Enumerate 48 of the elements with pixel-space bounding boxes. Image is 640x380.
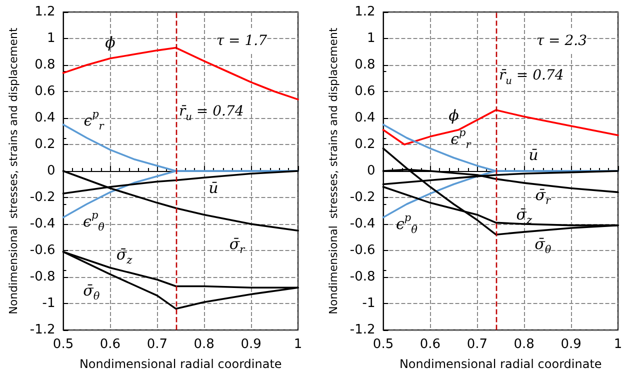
x-tick-label: 0.7 — [466, 337, 488, 352]
y-tick-label: 0.6 — [354, 84, 376, 99]
x-tick-label: 0.8 — [514, 337, 534, 352]
y-tick-label: 1.2 — [354, 4, 376, 20]
y-tick-label: 1 — [366, 31, 376, 46]
x-tick-label: 0.7 — [146, 337, 168, 352]
y-tick-label: 0 — [366, 164, 376, 178]
x-axis-title: Nondimensional radial coordinate — [399, 357, 602, 371]
x-tick-label: 0.6 — [100, 337, 121, 352]
legend-label: ū — [208, 179, 218, 198]
y-tick-label: -0.8 — [350, 270, 376, 284]
y-tick-label: 0.2 — [354, 137, 376, 152]
series-label: ϕ — [105, 33, 116, 52]
y-tick-label: -0.6 — [350, 243, 376, 258]
y-tick-label: 0.6 — [34, 84, 56, 99]
x-tick-label: 0.5 — [372, 337, 394, 352]
series-label: ū — [528, 146, 538, 164]
y-tick-label: -1.2 — [30, 322, 56, 338]
y-tick-label: 0.4 — [34, 110, 56, 126]
y-tick-label: 0.2 — [34, 137, 56, 152]
x-tick-label: 0.9 — [560, 337, 582, 352]
x-axis-title: Nondimensional radial coordinate — [79, 357, 282, 371]
y-tick-label: -0.2 — [30, 190, 56, 205]
y-tick-label: 1 — [46, 31, 56, 46]
y-tick-label: 1.2 — [34, 4, 56, 20]
y-tick-label: 0.8 — [34, 58, 56, 72]
x-tick-label: 1 — [614, 337, 622, 352]
x-tick-label: 0.8 — [194, 337, 214, 352]
series-label: ϕ — [448, 106, 459, 124]
y-tick-label: -1 — [42, 296, 56, 311]
y-axis-title: Nondimensional stresses, strains and displacement — [327, 27, 340, 314]
x-tick-label: 0.6 — [420, 337, 441, 352]
annotation: τ = 1.7 — [216, 33, 268, 50]
y-tick-label: -1 — [362, 296, 376, 311]
x-tick-label: 1 — [294, 337, 302, 352]
x-tick-label: 0.9 — [240, 337, 262, 352]
annotation: τ = 2.3 — [536, 33, 588, 50]
x-tick-label: 0.5 — [52, 337, 74, 352]
y-axis-title: Nondimensional stresses, strains and displacement — [7, 27, 20, 314]
y-tick-label: 0 — [46, 164, 56, 178]
y-tick-label: -0.6 — [30, 243, 56, 258]
y-tick-label: -1.2 — [350, 322, 376, 338]
y-tick-label: 0.4 — [354, 110, 376, 126]
y-tick-label: 0.8 — [354, 58, 376, 72]
y-tick-label: -0.8 — [30, 270, 56, 284]
y-tick-label: -0.2 — [350, 190, 376, 205]
y-tick-label: -0.4 — [30, 216, 56, 232]
y-tick-label: -0.4 — [350, 216, 376, 232]
